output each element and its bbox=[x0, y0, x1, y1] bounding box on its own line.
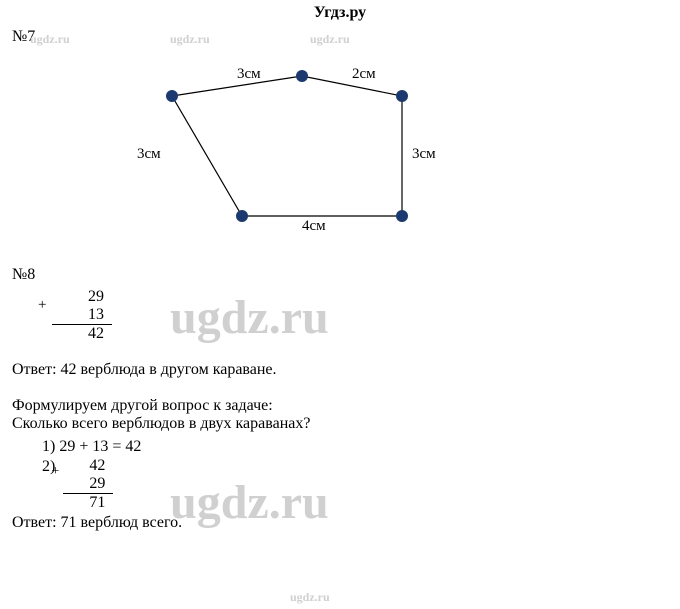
task7-label: №7 bbox=[12, 28, 668, 46]
plus-sign: + bbox=[38, 297, 46, 314]
edge-label: 2см bbox=[352, 66, 376, 83]
sum: 71 bbox=[63, 494, 113, 512]
column-addition-1: + 29 13 42 bbox=[52, 288, 112, 343]
addend-a: 29 bbox=[52, 288, 112, 306]
task8-label: №8 bbox=[12, 266, 668, 284]
vertex bbox=[166, 90, 178, 102]
edge-label: 3см bbox=[412, 146, 436, 163]
vertex bbox=[396, 90, 408, 102]
pentagon-figure: 3см 2см 3см 4см 3см bbox=[12, 46, 668, 266]
vertex bbox=[296, 70, 308, 82]
edge-label: 3см bbox=[237, 66, 261, 83]
addend-b: 13 bbox=[52, 306, 112, 324]
sum: 42 bbox=[52, 325, 112, 343]
plus-sign: + bbox=[51, 464, 59, 480]
pentagon-shape bbox=[172, 76, 402, 216]
watermark-small: ugdz.ru bbox=[290, 590, 330, 605]
answer-2: Ответ: 71 верблюд всего. bbox=[12, 514, 668, 532]
solution-steps: 1) 29 + 13 = 42 2) + 42 29 71 bbox=[42, 437, 668, 512]
addend-b: 29 bbox=[63, 475, 113, 493]
question-intro: Формулируем другой вопрос к задаче: bbox=[12, 397, 668, 415]
vertex bbox=[396, 210, 408, 222]
answer-1: Ответ: 42 верблюда в другом караване. bbox=[12, 361, 668, 379]
page-title: Угдз.ру bbox=[0, 0, 680, 22]
edge-label: 4см bbox=[302, 218, 326, 235]
column-addition-2: + 42 29 71 bbox=[63, 457, 113, 512]
question-text: Сколько всего верблюдов в двух караванах… bbox=[12, 415, 668, 433]
vertex bbox=[236, 210, 248, 222]
edge-label: 3см bbox=[137, 146, 161, 163]
addend-a: 42 bbox=[63, 457, 113, 475]
step-1: 1) 29 + 13 = 42 bbox=[42, 437, 668, 457]
content-area: №7 3см 2см 3см 4см 3см №8 + 29 13 42 Отв… bbox=[0, 28, 680, 532]
